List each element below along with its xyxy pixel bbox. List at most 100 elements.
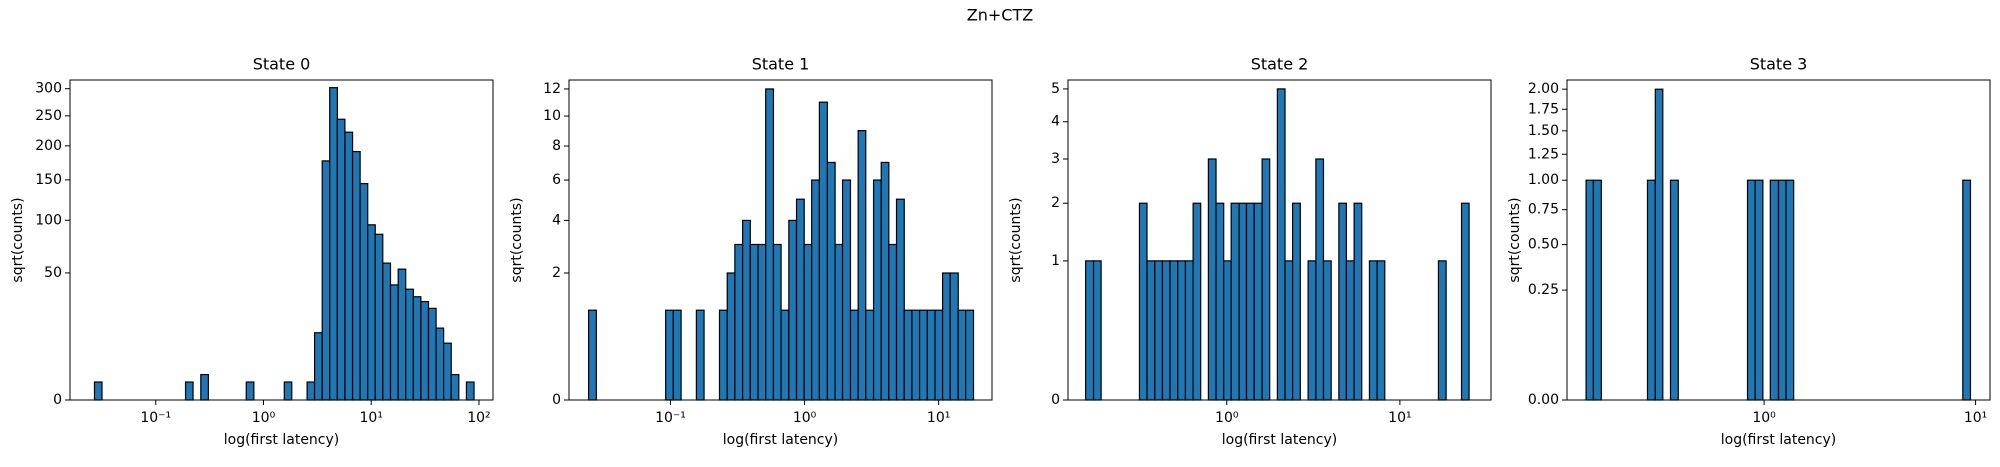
- bar: [1253, 202, 1263, 401]
- bar: [665, 309, 674, 401]
- y-tick-label: 2: [552, 265, 561, 281]
- bar: [1646, 179, 1656, 401]
- bar: [695, 309, 705, 401]
- bar: [672, 309, 682, 401]
- bar: [184, 381, 194, 401]
- y-tick-label: 1.50: [1528, 123, 1559, 139]
- y-tick-label: 0: [53, 392, 62, 408]
- x-axis-label: log(first latency): [1721, 432, 1837, 448]
- y-tick-label: 1.00: [1528, 172, 1559, 188]
- axes-frame: [568, 79, 993, 401]
- bar: [1223, 260, 1232, 401]
- y-tick-label: 6: [552, 172, 561, 188]
- bar: [888, 243, 898, 401]
- bar: [849, 309, 859, 401]
- bar: [1669, 179, 1679, 401]
- x-axis-label: log(first latency): [723, 432, 839, 448]
- bar: [200, 373, 209, 401]
- y-tick-label: 0: [1051, 392, 1060, 408]
- x-axis-label: log(first latency): [224, 432, 340, 448]
- bar: [306, 381, 316, 401]
- bar: [895, 198, 905, 401]
- bar: [1192, 202, 1202, 401]
- bar: [283, 381, 293, 401]
- bar: [465, 381, 475, 401]
- bar: [1353, 202, 1363, 401]
- x-tick-label: 10⁰: [1752, 410, 1776, 426]
- y-tick-label: 12: [543, 81, 561, 97]
- bar: [857, 130, 867, 401]
- bar: [397, 268, 407, 401]
- x-tick-label: 10¹: [360, 410, 383, 426]
- y-tick-label: 100: [35, 212, 62, 228]
- bar: [818, 101, 828, 401]
- bar: [865, 309, 875, 401]
- y-tick-label: 10: [543, 108, 561, 124]
- bar: [1154, 260, 1164, 401]
- bar: [1460, 202, 1470, 401]
- subplot-title: State 1: [752, 55, 810, 74]
- x-tick-label: 10⁻¹: [655, 410, 686, 426]
- bar: [245, 381, 255, 401]
- y-tick-label: 2.00: [1528, 81, 1559, 97]
- x-tick-label: 10¹: [1388, 410, 1411, 426]
- bar: [1307, 260, 1317, 401]
- bar: [427, 307, 437, 401]
- bar: [351, 151, 361, 401]
- x-tick-label: 10⁰: [793, 410, 817, 426]
- bar: [313, 332, 323, 401]
- subplot-title: State 2: [1251, 55, 1309, 74]
- y-axis-label: sqrt(counts): [509, 197, 525, 282]
- bar: [1962, 179, 1972, 401]
- bar: [957, 309, 967, 401]
- bar: [1654, 88, 1664, 401]
- bar: [1261, 158, 1271, 401]
- bar: [811, 179, 820, 401]
- bar: [965, 309, 975, 401]
- bar: [1215, 202, 1225, 401]
- x-tick-label: 10¹: [1964, 410, 1987, 426]
- y-tick-label: 1.25: [1528, 146, 1559, 162]
- bar: [321, 160, 331, 401]
- bar: [389, 284, 399, 401]
- axes-frame: [1067, 79, 1492, 401]
- y-tick-label: 3: [1051, 151, 1060, 167]
- bar: [367, 224, 376, 401]
- bar: [1169, 260, 1179, 401]
- bar: [1276, 88, 1286, 401]
- bar: [834, 243, 844, 401]
- subplot: 0 2 4 6 8 10 12 10⁻¹ 10⁰ 10¹ State 1 log(first late…: [509, 55, 993, 448]
- subplot: 0 1 2 3 4 5 10⁰ 10¹ State 2 log(first latency) sqr…: [1008, 55, 1492, 448]
- bar: [412, 296, 422, 401]
- bar: [795, 198, 805, 401]
- bar: [443, 342, 452, 401]
- axes-frame: [1566, 79, 1991, 401]
- y-tick-label: 300: [35, 81, 62, 97]
- bar: [450, 373, 460, 401]
- bar: [1785, 179, 1795, 401]
- bar: [1085, 260, 1095, 401]
- y-tick-label: 1: [1051, 253, 1060, 269]
- bar: [1338, 202, 1348, 401]
- y-tick-label: 50: [44, 265, 62, 281]
- bar: [765, 88, 775, 401]
- bar: [587, 309, 597, 401]
- y-tick-label: 5: [1051, 81, 1060, 97]
- y-tick-label: 4: [552, 212, 561, 228]
- subplot-title: State 3: [1750, 55, 1808, 74]
- y-axis-label: sqrt(counts): [1008, 197, 1024, 282]
- bar: [1322, 260, 1332, 401]
- bar: [788, 219, 798, 401]
- bar: [1161, 260, 1171, 401]
- bar: [405, 288, 414, 401]
- bar: [1368, 260, 1378, 401]
- bar: [911, 309, 921, 401]
- y-tick-label: 4: [1051, 114, 1060, 130]
- bar: [420, 300, 430, 401]
- y-tick-label: 1.75: [1528, 101, 1559, 117]
- bar: [374, 233, 384, 401]
- bar: [1345, 260, 1355, 401]
- bar: [1437, 260, 1447, 401]
- x-tick-label: 10⁰: [1215, 410, 1239, 426]
